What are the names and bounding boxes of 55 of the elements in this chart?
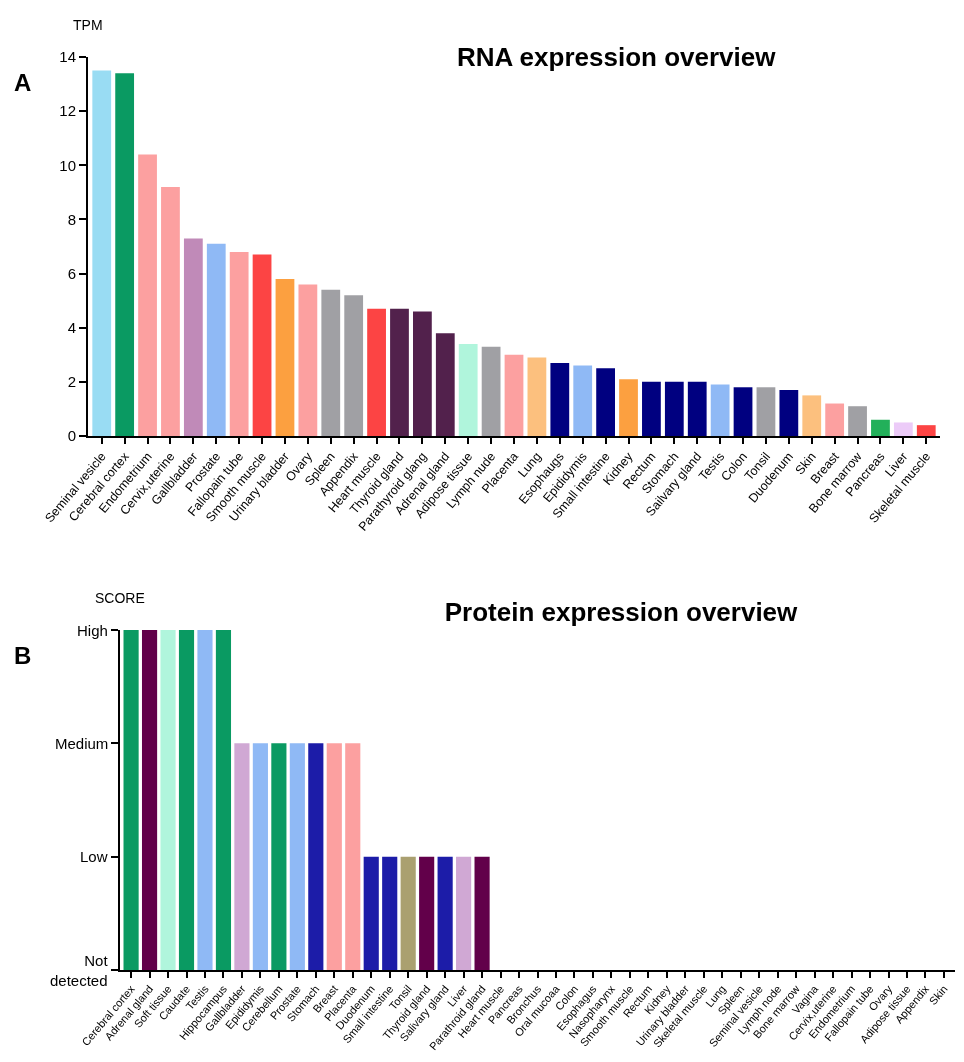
- bar: [779, 389, 799, 436]
- bar: [435, 333, 455, 436]
- text: A: [14, 69, 32, 96]
- bar: [916, 425, 936, 436]
- y-tick-label: 4: [67, 318, 76, 336]
- y-axis-title: TPM: [73, 17, 103, 33]
- text: Not detected: [50, 952, 109, 989]
- bar: [802, 395, 822, 436]
- y-tick-label: 14: [59, 48, 76, 66]
- bar: [229, 251, 249, 436]
- bar: [687, 381, 707, 436]
- bar: [115, 73, 135, 436]
- bar: [596, 368, 615, 436]
- y-tick-label: 2: [67, 373, 76, 391]
- bar: [573, 365, 593, 436]
- bar: [825, 403, 845, 436]
- chart-title: RNA expression overview: [457, 42, 777, 73]
- y-tick-label: 0: [67, 427, 76, 445]
- text: Low: [80, 848, 108, 865]
- bar: [367, 308, 386, 436]
- bar: [321, 289, 341, 436]
- bar: [619, 379, 638, 436]
- bar: [550, 362, 570, 436]
- bar: [275, 278, 295, 436]
- y-tick-label: 12: [59, 102, 76, 120]
- chart-title: Protein expression overview: [444, 597, 799, 628]
- bar: [390, 308, 409, 436]
- text: Medium: [55, 735, 109, 752]
- y-tick-label: 10: [59, 156, 76, 174]
- bar: [664, 381, 684, 436]
- bar: [413, 311, 432, 436]
- bar: [733, 387, 753, 436]
- bar: [871, 419, 890, 436]
- bar: [527, 357, 547, 436]
- bar: [458, 343, 478, 436]
- bar: [893, 422, 913, 436]
- bar: [710, 384, 730, 436]
- bar: [756, 387, 776, 436]
- y-axis-title: SCORE: [95, 590, 145, 606]
- y-tick-label: 8: [67, 210, 76, 228]
- bar: [161, 186, 180, 436]
- bar: [183, 238, 203, 436]
- bar: [481, 346, 501, 436]
- text: High: [77, 622, 108, 639]
- bar: [298, 284, 318, 436]
- bar: [206, 243, 226, 436]
- bar: [252, 254, 272, 436]
- bar: [92, 70, 112, 436]
- bar: [642, 381, 661, 436]
- y-tick-label: 6: [67, 264, 76, 282]
- bar: [848, 406, 867, 436]
- bar: [504, 354, 524, 436]
- text: B: [14, 642, 32, 669]
- bar: [344, 295, 364, 436]
- bar: [138, 154, 157, 436]
